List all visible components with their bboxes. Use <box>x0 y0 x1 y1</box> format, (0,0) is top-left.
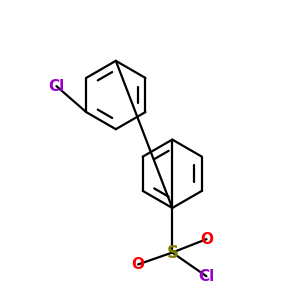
Text: O: O <box>200 232 213 247</box>
Text: S: S <box>166 244 178 262</box>
Text: O: O <box>132 257 145 272</box>
Text: Cl: Cl <box>198 269 214 284</box>
Text: Cl: Cl <box>48 79 64 94</box>
